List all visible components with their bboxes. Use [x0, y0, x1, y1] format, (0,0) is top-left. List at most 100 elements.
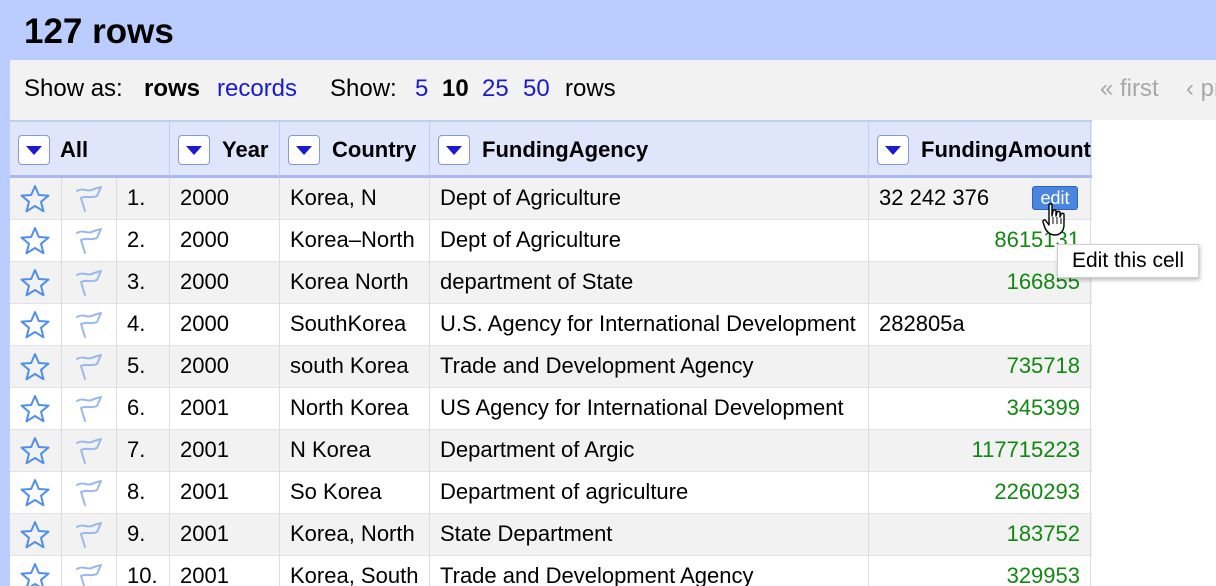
show-as-rows-option[interactable]: rows	[144, 75, 201, 102]
cell-year[interactable]: 2000	[170, 178, 280, 220]
cell-year[interactable]: 2001	[170, 556, 280, 586]
cell-year[interactable]: 2000	[170, 346, 280, 388]
flag-toggle[interactable]	[62, 556, 117, 586]
flag-toggle[interactable]	[62, 346, 117, 388]
flag-icon[interactable]	[74, 394, 104, 430]
page-size-5-link[interactable]: 5	[415, 75, 429, 102]
show-as-records-link[interactable]: records	[217, 75, 298, 102]
star-icon[interactable]	[20, 562, 50, 586]
star-toggle[interactable]	[10, 472, 62, 514]
flag-toggle[interactable]	[62, 514, 117, 556]
cell-year[interactable]: 2001	[170, 472, 280, 514]
flag-icon[interactable]	[74, 268, 104, 304]
row-index: 1.	[117, 178, 170, 220]
cell-fundingamount[interactable]: 117715223	[869, 430, 1091, 472]
dropdown-arrow-icon[interactable]	[288, 135, 320, 165]
star-icon[interactable]	[20, 478, 50, 514]
cell-fundingamount[interactable]: 2260293	[869, 472, 1091, 514]
pager-prev-link[interactable]: ‹ pr	[1186, 75, 1216, 102]
star-icon[interactable]	[20, 436, 50, 472]
cell-fundingagency[interactable]: Trade and Development Agency	[430, 346, 869, 388]
flag-toggle[interactable]	[62, 472, 117, 514]
cell-country[interactable]: North Korea	[280, 388, 430, 430]
flag-toggle[interactable]	[62, 178, 117, 220]
star-icon[interactable]	[20, 310, 50, 346]
cell-year[interactable]: 2000	[170, 262, 280, 304]
flag-toggle[interactable]	[62, 430, 117, 472]
cell-fundingamount[interactable]: 329953	[869, 556, 1091, 586]
page-size-50-link[interactable]: 50	[523, 75, 550, 102]
cell-fundingamount[interactable]: 183752	[869, 514, 1091, 556]
flag-icon[interactable]	[74, 562, 104, 586]
star-toggle[interactable]	[10, 220, 62, 262]
flag-icon[interactable]	[74, 184, 104, 220]
flag-icon[interactable]	[74, 520, 104, 556]
cell-year[interactable]: 2000	[170, 304, 280, 346]
cell-country[interactable]: So Korea	[280, 472, 430, 514]
cell-fundingagency[interactable]: Dept of Agriculture	[430, 178, 869, 220]
star-toggle[interactable]	[10, 388, 62, 430]
star-icon[interactable]	[20, 184, 50, 220]
star-icon[interactable]	[20, 226, 50, 262]
flag-toggle[interactable]	[62, 388, 117, 430]
cell-year[interactable]: 2000	[170, 220, 280, 262]
cell-country[interactable]: Korea, North	[280, 514, 430, 556]
row-count-title: 127 rows	[24, 12, 174, 51]
cell-year[interactable]: 2001	[170, 430, 280, 472]
cell-country[interactable]: Korea, N	[280, 178, 430, 220]
star-icon[interactable]	[20, 394, 50, 430]
project-header: 127 rows	[0, 0, 1216, 60]
cell-country[interactable]: N Korea	[280, 430, 430, 472]
star-toggle[interactable]	[10, 430, 62, 472]
cell-country[interactable]: SouthKorea	[280, 304, 430, 346]
star-toggle[interactable]	[10, 304, 62, 346]
cell-country[interactable]: Korea–North	[280, 220, 430, 262]
page-size-10-selected[interactable]: 10	[442, 75, 469, 102]
dropdown-arrow-icon[interactable]	[438, 135, 470, 165]
flag-icon[interactable]	[74, 310, 104, 346]
dropdown-arrow-icon[interactable]	[178, 135, 210, 165]
row-index: 10.	[117, 556, 170, 586]
cell-fundingagency[interactable]: State Department	[430, 514, 869, 556]
star-icon[interactable]	[20, 268, 50, 304]
cell-fundingamount[interactable]: 32 242 376	[869, 178, 1091, 220]
cell-year[interactable]: 2001	[170, 388, 280, 430]
tooltip: Edit this cell	[1057, 244, 1199, 278]
star-toggle[interactable]	[10, 178, 62, 220]
flag-icon[interactable]	[74, 478, 104, 514]
flag-icon[interactable]	[74, 226, 104, 262]
table-row: 4. 2000 SouthKorea U.S. Agency for Internat…	[10, 304, 1092, 346]
page-size-25-link[interactable]: 25	[482, 75, 509, 102]
star-icon[interactable]	[20, 520, 50, 556]
cell-fundingagency[interactable]: department of State	[430, 262, 869, 304]
cell-fundingamount[interactable]: 735718	[869, 346, 1091, 388]
cell-fundingagency[interactable]: Trade and Development Agency	[430, 556, 869, 586]
flag-icon[interactable]	[74, 436, 104, 472]
cell-country[interactable]: Korea North	[280, 262, 430, 304]
column-header-country: Country	[280, 122, 430, 177]
cell-fundingagency[interactable]: U.S. Agency for International Developmen…	[430, 304, 869, 346]
cell-fundingagency[interactable]: Department of agriculture	[430, 472, 869, 514]
star-icon[interactable]	[20, 352, 50, 388]
cell-country[interactable]: south Korea	[280, 346, 430, 388]
star-toggle[interactable]	[10, 514, 62, 556]
star-toggle[interactable]	[10, 556, 62, 586]
cell-year[interactable]: 2001	[170, 514, 280, 556]
cell-country[interactable]: Korea, South	[280, 556, 430, 586]
row-index: 6.	[117, 388, 170, 430]
cell-fundingagency[interactable]: Dept of Agriculture	[430, 220, 869, 262]
dropdown-arrow-icon[interactable]	[18, 135, 50, 165]
star-toggle[interactable]	[10, 346, 62, 388]
flag-toggle[interactable]	[62, 304, 117, 346]
cell-fundingamount[interactable]: 345399	[869, 388, 1091, 430]
flag-icon[interactable]	[74, 352, 104, 388]
flag-toggle[interactable]	[62, 220, 117, 262]
edit-cell-button[interactable]: edit	[1032, 186, 1078, 210]
star-toggle[interactable]	[10, 262, 62, 304]
flag-toggle[interactable]	[62, 262, 117, 304]
cell-fundingagency[interactable]: US Agency for International Development	[430, 388, 869, 430]
dropdown-arrow-icon[interactable]	[877, 135, 909, 165]
pager-first-link[interactable]: « first	[1100, 75, 1159, 102]
cell-fundingagency[interactable]: Department of Argic	[430, 430, 869, 472]
cell-fundingamount[interactable]: 282805a	[869, 304, 1091, 346]
